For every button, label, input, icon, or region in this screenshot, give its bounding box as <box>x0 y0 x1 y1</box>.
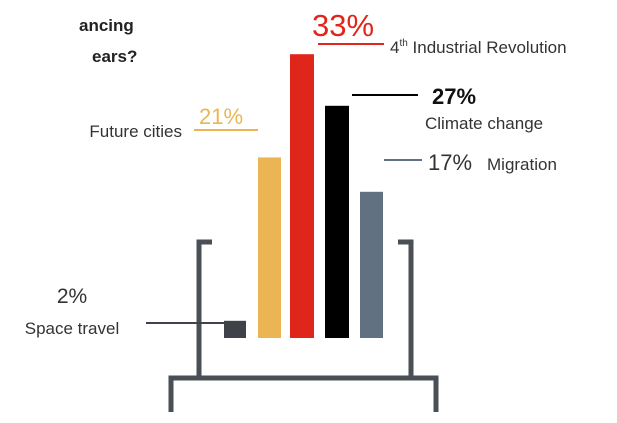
bar-migration <box>360 191 383 338</box>
frame-base-outline <box>168 375 198 412</box>
industrial-superscript: th <box>399 38 407 49</box>
category-label-migration: Migration <box>487 155 557 174</box>
category-label-industrial: 4th Industrial Revolution <box>390 38 567 57</box>
value-label-migration: 17% <box>428 150 472 175</box>
bar-industrial <box>290 54 314 338</box>
bar-future-cities <box>258 157 281 338</box>
bars-group <box>224 54 383 338</box>
container-frame <box>168 239 439 412</box>
value-label-climate: 27% <box>432 84 476 109</box>
industrial-prefix: 4 <box>390 38 399 57</box>
value-label-future-cities: 21% <box>199 104 243 129</box>
bar-space-travel <box>224 320 246 338</box>
category-label-future-cities: Future cities <box>89 122 182 141</box>
value-label-space-travel: 2% <box>57 285 87 308</box>
value-label-industrial: 33% <box>312 8 374 43</box>
question-line-2: ears? <box>92 47 137 66</box>
bar-climate <box>325 105 349 338</box>
category-label-space-travel: Space travel <box>25 319 120 338</box>
question-line-1: ancing <box>79 16 134 35</box>
industrial-rest: Industrial Revolution <box>408 38 567 57</box>
leader-lines <box>146 43 422 324</box>
category-label-climate: Climate change <box>425 114 543 133</box>
frame-base-outline-right <box>411 375 439 412</box>
frame-upper-outline <box>196 239 414 381</box>
